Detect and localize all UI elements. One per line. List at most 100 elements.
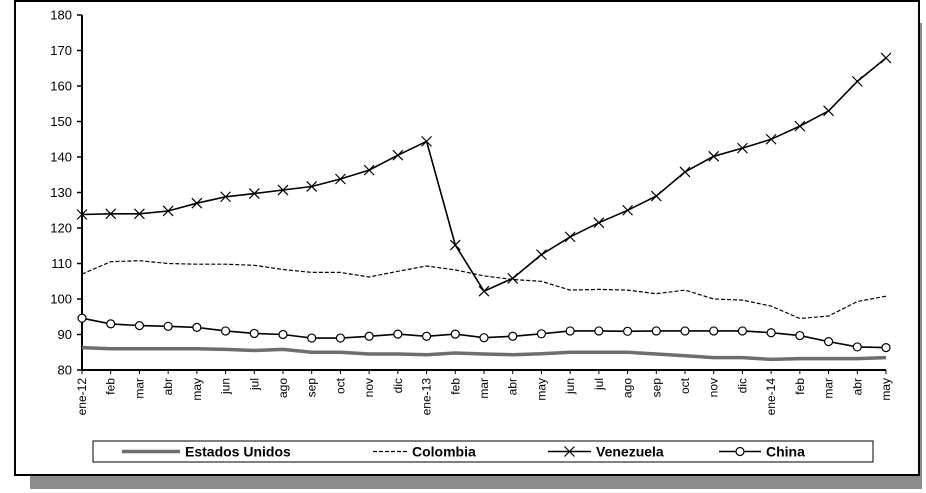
y-tick-label: 90 — [58, 327, 72, 342]
data-point — [106, 319, 116, 329]
x-tick-label: ene-14 — [764, 378, 778, 416]
x-tick-label: feb — [104, 378, 118, 395]
x-tick-label: jul — [592, 378, 606, 391]
x-tick-label: jun — [219, 378, 233, 395]
legend-item: Estados Unidos — [122, 444, 291, 460]
data-point — [593, 217, 605, 229]
data-point — [565, 326, 575, 336]
data-point — [364, 331, 374, 341]
x-tick-label: abr — [506, 378, 520, 395]
x-tick-label: abr — [850, 378, 864, 395]
data-point — [393, 329, 403, 339]
data-point — [307, 333, 317, 343]
data-point — [650, 190, 662, 202]
x-tick-label: dic — [391, 378, 405, 393]
data-point — [708, 150, 720, 162]
chart-frame — [14, 0, 920, 476]
x-tick-label: mar — [477, 378, 491, 399]
data-point — [449, 239, 461, 251]
data-point — [508, 331, 518, 341]
legend-box — [92, 440, 874, 463]
data-point — [76, 209, 88, 220]
data-point — [248, 188, 260, 199]
data-point — [823, 337, 834, 347]
legend-label: Colombia — [412, 444, 476, 460]
data-point — [421, 331, 432, 341]
data-point — [220, 326, 231, 336]
y-tick-label: 80 — [58, 363, 72, 378]
series-line — [81, 57, 887, 293]
data-point — [795, 330, 805, 341]
data-point — [851, 75, 863, 87]
x-axis-ticks: ene-12 feb mar abr may jun jul ago sep oct nov dic e… — [75, 370, 893, 415]
y-axis-ticks: 80 90 100 110 120 130 140 150 160 170 180 — [50, 8, 82, 378]
data-point — [507, 272, 519, 284]
x-tick-label: abr — [161, 378, 175, 395]
legend-item: China — [719, 444, 805, 460]
x-tick-label: mar — [822, 378, 836, 399]
x-tick-label: oct — [333, 377, 347, 394]
x-tick-label: may — [190, 378, 204, 401]
series-colombia — [81, 260, 887, 320]
data-point — [105, 208, 117, 220]
x-tick-label: nov — [707, 378, 721, 397]
data-point — [335, 173, 346, 185]
series-china — [77, 313, 891, 353]
x-tick-label: sep — [305, 378, 319, 398]
y-tick-label: 140 — [50, 150, 72, 165]
data-point — [363, 164, 375, 176]
legend-label: Estados Unidos — [185, 444, 291, 460]
legend-item: Venezuela — [548, 444, 664, 460]
data-point — [737, 326, 748, 336]
data-point — [823, 105, 834, 117]
x-tick-label: ago — [276, 378, 290, 398]
series-venezuela — [76, 52, 892, 297]
axes — [81, 15, 886, 371]
legend-marker — [564, 446, 575, 457]
y-tick-label: 130 — [50, 185, 72, 200]
data-point — [306, 181, 318, 192]
x-tick-label: dic — [735, 378, 749, 393]
data-point — [162, 205, 174, 217]
x-tick-label: ene-13 — [420, 378, 434, 416]
data-point — [766, 328, 776, 338]
x-tick-label: nov — [362, 378, 376, 397]
data-point — [421, 135, 432, 147]
data-point — [881, 343, 891, 353]
x-tick-label: feb — [793, 378, 807, 395]
data-point — [622, 204, 633, 216]
data-point — [450, 329, 460, 339]
y-tick-label: 120 — [50, 221, 72, 236]
y-tick-label: 180 — [50, 8, 72, 23]
series-line — [81, 345, 887, 362]
data-point — [191, 197, 203, 209]
series-line — [81, 317, 887, 349]
data-point — [536, 329, 547, 339]
data-point — [220, 191, 231, 203]
data-point — [651, 326, 661, 336]
x-tick-label: mar — [132, 378, 146, 399]
data-point — [880, 52, 892, 64]
x-tick-label: jun — [563, 378, 577, 395]
x-tick-label: jul — [247, 378, 261, 391]
data-point — [794, 120, 806, 132]
data-point — [852, 342, 862, 352]
data-point — [392, 149, 404, 161]
x-tick-label: sep — [649, 378, 663, 398]
data-point — [737, 142, 748, 154]
plot-area — [76, 52, 892, 362]
y-tick-label: 150 — [50, 114, 72, 129]
data-point — [679, 166, 691, 178]
data-point — [134, 208, 145, 220]
x-tick-label: ene-12 — [75, 378, 89, 416]
x-tick-label: feb — [448, 378, 462, 395]
y-tick-label: 100 — [50, 292, 72, 307]
data-point — [564, 231, 576, 243]
data-point — [622, 326, 633, 336]
data-point — [765, 133, 777, 145]
data-point — [192, 322, 202, 332]
data-point — [335, 333, 346, 343]
x-tick-label: oct — [678, 377, 692, 394]
data-point — [594, 326, 604, 336]
